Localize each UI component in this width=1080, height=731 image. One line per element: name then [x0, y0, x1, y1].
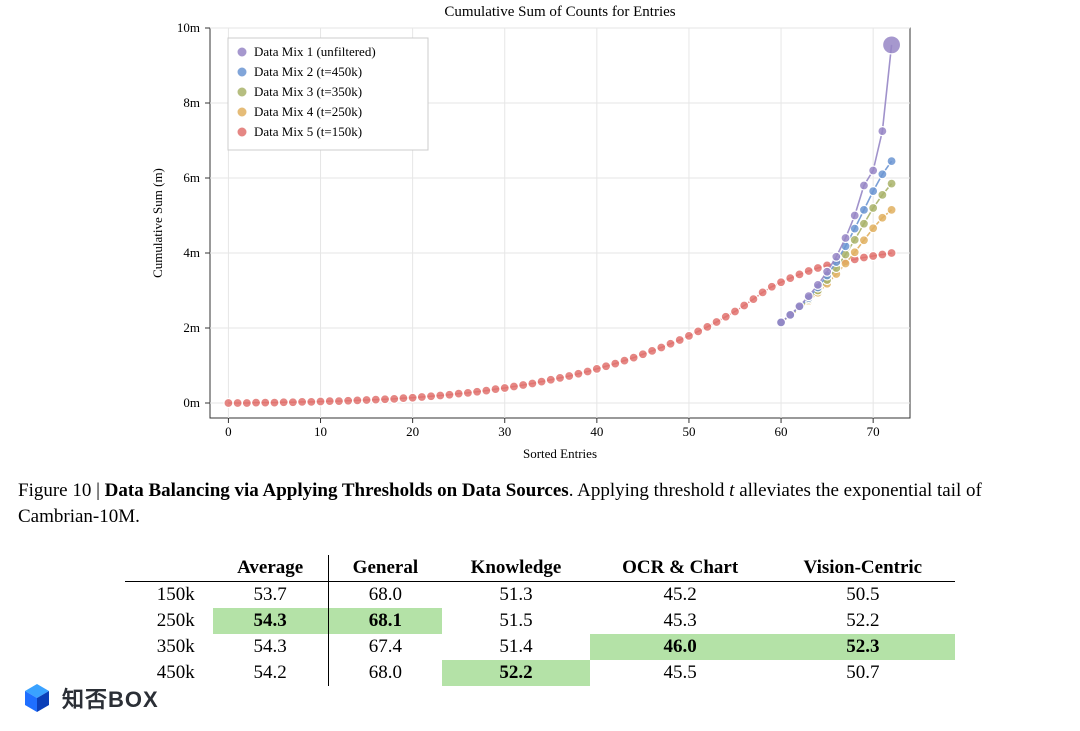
- table-cell: 54.2: [213, 660, 328, 686]
- svg-text:8m: 8m: [183, 95, 200, 110]
- svg-text:Sorted Entries: Sorted Entries: [523, 446, 597, 461]
- table-cell: 46.0: [590, 634, 771, 660]
- table-cell: 68.0: [328, 582, 442, 609]
- table-cell: 45.2: [590, 582, 771, 609]
- svg-text:2m: 2m: [183, 320, 200, 335]
- table-cell: 45.5: [590, 660, 771, 686]
- table-row-label: 150k: [125, 582, 213, 609]
- svg-text:70: 70: [867, 424, 880, 439]
- table-row: 250k54.368.151.545.352.2: [125, 608, 955, 634]
- table-header: Knowledge: [442, 555, 589, 582]
- table-cell: 68.1: [328, 608, 442, 634]
- svg-text:Data Mix 2 (t=450k): Data Mix 2 (t=450k): [254, 64, 362, 79]
- svg-text:Data Mix 4 (t=250k): Data Mix 4 (t=250k): [254, 104, 362, 119]
- table-row-label: 350k: [125, 634, 213, 660]
- table-header: OCR & Chart: [590, 555, 771, 582]
- table-cell: 54.3: [213, 608, 328, 634]
- table-cell: 50.5: [771, 582, 955, 609]
- figure-label: Figure 10 |: [18, 480, 105, 501]
- table-cell: 68.0: [328, 660, 442, 686]
- svg-text:60: 60: [775, 424, 788, 439]
- table-cell: 67.4: [328, 634, 442, 660]
- svg-text:Cumulative Sum of Counts for E: Cumulative Sum of Counts for Entries: [444, 4, 675, 20]
- table-cell: 51.3: [442, 582, 589, 609]
- table-cell: 53.7: [213, 582, 328, 609]
- chart-svg: 0 10 20 30 40 50 60 70 0m 2m 4m 6m 8m 10m Sorted Entri…: [140, 0, 940, 470]
- svg-text:30: 30: [498, 424, 511, 439]
- table-row: 350k54.367.451.446.052.3: [125, 634, 955, 660]
- table-cell: 52.3: [771, 634, 955, 660]
- page-root: 0 10 20 30 40 50 60 70 0m 2m 4m 6m 8m 10m Sorted Entri…: [0, 0, 1080, 731]
- table-row: 450k54.268.052.245.550.7: [125, 660, 955, 686]
- svg-text:4m: 4m: [183, 245, 200, 260]
- svg-text:10: 10: [314, 424, 327, 439]
- watermark-text: 知否BOX: [62, 682, 159, 714]
- watermark: 知否BOX: [20, 681, 159, 715]
- metrics-table-container: AverageGeneralKnowledgeOCR & ChartVision…: [125, 555, 955, 686]
- figure-caption: Figure 10 | Data Balancing via Applying …: [18, 478, 1062, 529]
- svg-text:Data Mix 3 (t=350k): Data Mix 3 (t=350k): [254, 84, 362, 99]
- figure-title: Data Balancing via Applying Thresholds o…: [105, 480, 569, 501]
- table-cell: 54.3: [213, 634, 328, 660]
- svg-text:Data Mix 5 (t=150k): Data Mix 5 (t=150k): [254, 124, 362, 139]
- table-cell: 51.4: [442, 634, 589, 660]
- chart-container: 0 10 20 30 40 50 60 70 0m 2m 4m 6m 8m 10m Sorted Entri…: [140, 0, 940, 470]
- metrics-table: AverageGeneralKnowledgeOCR & ChartVision…: [125, 555, 955, 686]
- svg-text:50: 50: [682, 424, 695, 439]
- svg-text:Data Mix 1 (unfiltered): Data Mix 1 (unfiltered): [254, 44, 376, 59]
- table-cell: 52.2: [771, 608, 955, 634]
- table-cell: 50.7: [771, 660, 955, 686]
- svg-text:20: 20: [406, 424, 419, 439]
- svg-text:10m: 10m: [177, 20, 200, 35]
- svg-text:Cumulative Sum (m): Cumulative Sum (m): [150, 168, 165, 278]
- table-cell: 51.5: [442, 608, 589, 634]
- table-cell: 52.2: [442, 660, 589, 686]
- svg-text:0m: 0m: [183, 395, 200, 410]
- table-row-label: 250k: [125, 608, 213, 634]
- svg-text:6m: 6m: [183, 170, 200, 185]
- table-header: Average: [213, 555, 328, 582]
- table-row: 150k53.768.051.345.250.5: [125, 582, 955, 609]
- watermark-logo-icon: [20, 681, 54, 715]
- table-header: Vision-Centric: [771, 555, 955, 582]
- svg-text:40: 40: [590, 424, 603, 439]
- svg-text:0: 0: [225, 424, 232, 439]
- table-header: General: [328, 555, 442, 582]
- table-header: [125, 555, 213, 582]
- table-cell: 45.3: [590, 608, 771, 634]
